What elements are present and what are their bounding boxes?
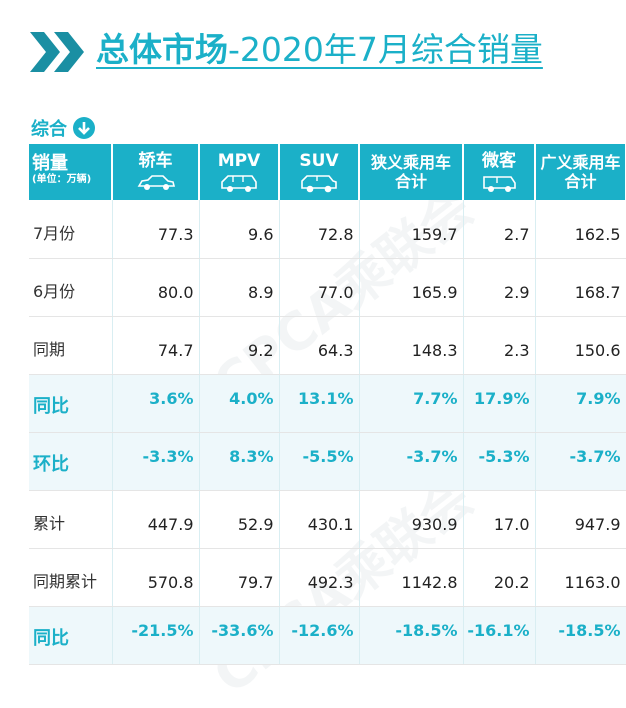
table-cell: 64.3 [279,316,360,375]
unit-label: (单位：万辆) [32,174,92,185]
table-cell: 13.1% [279,374,360,433]
table-cell: 8.3% [199,432,280,491]
table-cell: 9.2 [199,316,280,375]
table-row-pct: 同比 3.6% 4.0% 13.1% 7.7% 17.9% 7.9% [29,374,626,433]
row-label: 累计 [29,490,113,549]
table-cell: 17.9% [463,374,536,433]
page-title: 总体市场-2020年7月综合销量 [96,28,626,72]
table-cell: -3.7% [535,432,626,491]
table-row: 同期 74.7 9.2 64.3 148.3 2.3 150.6 [29,316,626,375]
minivan-icon [483,176,516,192]
table-cell: 17.0 [463,490,536,549]
column-header-microvan: 微客 [463,144,536,200]
table-cell: 930.9 [359,490,464,549]
arrow-down-circle-icon [73,117,95,139]
table-cell: 165.9 [359,258,464,317]
column-header-label: MPV [217,151,261,171]
suv-icon [301,175,337,193]
row-label: 环比 [29,432,113,491]
table-row-pct: 环比 -3.3% 8.3% -5.5% -3.7% -5.3% -3.7% [29,432,626,491]
table-row: 同期累计 570.8 79.7 492.3 1142.8 20.2 1163.0 [29,548,626,607]
table-cell: 9.6 [199,200,280,259]
table-cell: 430.1 [279,490,360,549]
title-bar: 总体市场-2020年7月综合销量 [0,0,626,84]
table-cell: -5.5% [279,432,360,491]
table-cell: -18.5% [535,606,626,665]
table-cell: 162.5 [535,200,626,259]
table-cell: 2.7 [463,200,536,259]
table-cell: 79.7 [199,548,280,607]
table-cell: 168.7 [535,258,626,317]
table-cell: -18.5% [359,606,464,665]
column-header-label: 微客 [482,151,516,171]
table-cell: 74.7 [112,316,200,375]
sedan-car-icon [137,175,175,190]
table-cell: -33.6% [199,606,280,665]
section-label-text: 综合 [31,119,67,140]
row-label: 7月份 [29,200,113,259]
table-cell: 77.0 [279,258,360,317]
table-cell: -21.5% [112,606,200,665]
row-label: 同期 [29,316,113,375]
table-header-row: 销量 (单位：万辆) 轿车 MPV [29,144,626,200]
corner-header-label: 销量 [32,153,68,174]
table-cell: -16.1% [463,606,536,665]
table-cell: 77.3 [112,200,200,259]
row-label: 同比 [29,606,113,665]
double-chevron-icon [30,32,84,72]
column-header-sedan: 轿车 [112,144,200,200]
table-cell: 80.0 [112,258,200,317]
table-cell: 947.9 [535,490,626,549]
sales-table: 销量 (单位：万辆) 轿车 MPV [29,144,626,665]
table-cell: 2.9 [463,258,536,317]
column-header-suv: SUV [279,144,360,200]
table-cell: 1142.8 [359,548,464,607]
table-cell: 492.3 [279,548,360,607]
table-cell: 4.0% [199,374,280,433]
table-cell: 150.6 [535,316,626,375]
table-cell: -3.3% [112,432,200,491]
column-header-mpv: MPV [199,144,280,200]
table-row: 7月份 77.3 9.6 72.8 159.7 2.7 162.5 [29,200,626,259]
corner-header: 销量 (单位：万辆) [29,144,113,200]
column-header-label: 狭义乘用车 [370,153,451,172]
table-cell: 20.2 [463,548,536,607]
table-cell: 72.8 [279,200,360,259]
table-row: 累计 447.9 52.9 430.1 930.9 17.0 947.9 [29,490,626,549]
column-header-broad-passenger-total: 广义乘用车 合计 [535,144,626,200]
column-header-label: 轿车 [138,151,173,171]
table-row: 6月份 80.0 8.9 77.0 165.9 2.9 168.7 [29,258,626,317]
column-header-label-line2: 合计 [394,172,427,191]
table-cell: -3.7% [359,432,464,491]
table-cell: 3.6% [112,374,200,433]
table-cell: 52.9 [199,490,280,549]
table-cell: -5.3% [463,432,536,491]
table-cell: -12.6% [279,606,360,665]
table-cell: 570.8 [112,548,200,607]
column-header-label-line2: 合计 [564,172,597,191]
table-row-pct: 同比 -21.5% -33.6% -12.6% -18.5% -16.1% -1… [29,606,626,665]
table-cell: 2.3 [463,316,536,375]
table-cell: 7.9% [535,374,626,433]
title-bold: 总体市场 [96,30,228,69]
row-label: 同期累计 [29,548,113,607]
table-cell: 159.7 [359,200,464,259]
title-rest: -2020年7月综合销量 [228,30,543,69]
column-header-label: 广义乘用车 [540,153,621,172]
mpv-van-icon [221,175,257,192]
table-cell: 7.7% [359,374,464,433]
column-header-label: SUV [299,151,339,171]
section-label: 综合 [31,114,95,142]
row-label: 6月份 [29,258,113,317]
column-header-narrow-passenger-total: 狭义乘用车 合计 [359,144,464,200]
table-cell: 8.9 [199,258,280,317]
table-cell: 148.3 [359,316,464,375]
row-label: 同比 [29,374,113,433]
table-cell: 1163.0 [535,548,626,607]
table-cell: 447.9 [112,490,200,549]
